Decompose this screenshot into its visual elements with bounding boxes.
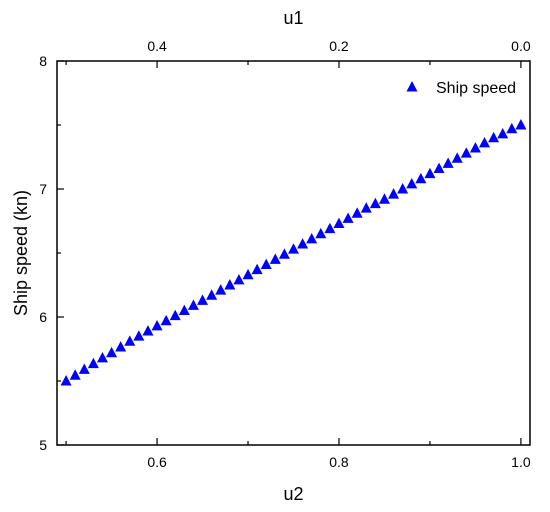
data-point (260, 258, 272, 269)
data-point (197, 294, 209, 305)
data-point (124, 335, 136, 346)
data-point (60, 375, 72, 386)
legend-marker-triangle (406, 81, 418, 92)
x-top-tick-label: 0.4 (147, 38, 167, 54)
legend-label: Ship speed (436, 80, 516, 97)
data-point (87, 357, 99, 369)
data-point (333, 217, 345, 229)
data-point (224, 279, 236, 290)
data-point (506, 122, 518, 134)
data-point (378, 193, 390, 204)
data-point (442, 157, 454, 168)
y-tick-label: 5 (39, 437, 47, 453)
data-point (288, 243, 299, 254)
data-point (388, 188, 400, 199)
data-point (406, 177, 418, 189)
data-point (351, 207, 363, 218)
data-point (78, 363, 90, 374)
x-top-tick-label: 0.2 (329, 38, 349, 54)
data-point (433, 162, 445, 173)
data-point (360, 202, 372, 213)
data-point (497, 128, 509, 139)
axis-ticks: 0.6 0.8 1.0 0.4 0.2 0.0 5 6 7 8 (39, 38, 531, 470)
data-points (60, 119, 527, 386)
data-point (106, 346, 118, 358)
data-point (187, 299, 199, 310)
data-point (315, 227, 327, 239)
data-point (469, 142, 481, 153)
data-point (178, 304, 190, 316)
data-point (133, 330, 145, 341)
data-point (269, 253, 281, 264)
top-axis-title: u1 (283, 8, 303, 28)
data-point (96, 352, 108, 363)
data-point (242, 268, 254, 280)
x-bottom-tick-label: 0.6 (147, 454, 167, 470)
data-point (451, 152, 463, 163)
data-point (369, 197, 381, 209)
data-point (415, 172, 427, 184)
data-point (151, 320, 163, 331)
data-point (206, 289, 218, 300)
legend: Ship speed (406, 80, 516, 97)
data-point (515, 119, 527, 130)
y-tick-label: 6 (39, 309, 47, 325)
x-top-tick-label: 0.0 (511, 38, 531, 54)
y-tick-label: 7 (39, 181, 47, 197)
data-point (169, 309, 181, 321)
data-point (324, 222, 336, 234)
data-point (160, 314, 172, 326)
data-point (488, 131, 500, 143)
y-axis-title: Ship speed (kn) (11, 190, 31, 316)
bottom-axis-title: u2 (283, 484, 303, 504)
data-point (142, 325, 154, 336)
data-point (215, 284, 227, 295)
data-point (69, 369, 81, 380)
data-point (115, 341, 127, 352)
data-point (342, 212, 354, 223)
x-bottom-tick-label: 0.8 (329, 454, 349, 470)
data-point (306, 232, 318, 244)
x-bottom-tick-label: 1.0 (511, 454, 531, 470)
y-tick-label: 8 (39, 53, 47, 69)
data-point (297, 238, 309, 249)
data-point (479, 136, 491, 148)
data-point (460, 147, 472, 158)
data-point (233, 273, 245, 285)
data-point (251, 263, 263, 275)
data-point (278, 248, 290, 259)
data-point (424, 167, 436, 179)
data-point (397, 183, 409, 194)
